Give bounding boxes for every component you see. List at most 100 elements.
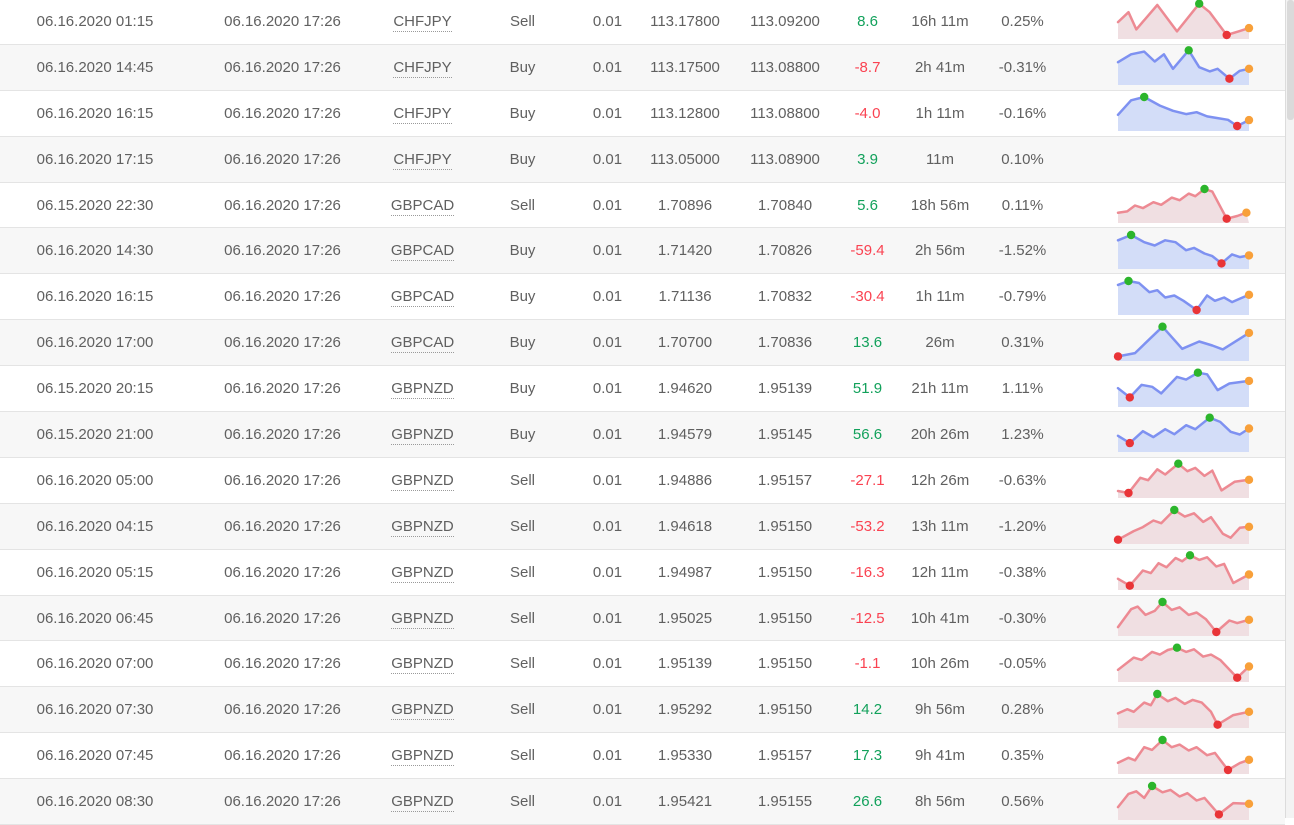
close-price: 113.08800 (750, 58, 820, 76)
symbol-cell: GBPNZD (375, 793, 470, 813)
profit-value: -59.4 (850, 242, 885, 260)
symbol-link[interactable]: GBPNZD (391, 563, 454, 583)
open-price: 1.94987 (657, 563, 713, 581)
close-price: 1.95150 (757, 655, 813, 673)
table-row[interactable]: 06.16.2020 07:45 06.16.2020 17:26 GBPNZD… (0, 733, 1285, 780)
close-price: 113.09200 (750, 12, 820, 30)
close-time: 06.16.2020 17:26 (224, 701, 341, 719)
symbol-link[interactable]: GBPNZD (391, 380, 454, 400)
close-time: 06.16.2020 17:26 (224, 425, 341, 443)
gain-percent: -0.79% (998, 288, 1047, 306)
table-row[interactable]: 06.16.2020 17:00 06.16.2020 17:26 GBPCAD… (0, 320, 1285, 367)
table-row[interactable]: 06.16.2020 01:15 06.16.2020 17:26 CHFJPY… (0, 0, 1285, 45)
symbol-link[interactable]: GBPNZD (391, 425, 454, 445)
lots-value: 0.01 (592, 655, 623, 673)
profit-value: 56.6 (852, 425, 883, 443)
gain-percent: 1.11% (1001, 380, 1044, 398)
table-row[interactable]: 06.15.2020 21:00 06.16.2020 17:26 GBPNZD… (0, 412, 1285, 458)
profit-value: 8.6 (857, 12, 878, 30)
symbol-cell: GBPCAD (375, 196, 470, 216)
gain-percent: -1.20% (998, 517, 1047, 535)
symbol-link[interactable]: CHFJPY (393, 104, 452, 124)
profit-value: 13.6 (852, 334, 883, 352)
open-price: 113.17500 (650, 58, 720, 76)
close-time: 06.16.2020 17:26 (224, 471, 341, 489)
close-price: 1.70826 (757, 242, 813, 260)
table-row[interactable]: 06.16.2020 06:45 06.16.2020 17:26 GBPNZD… (0, 595, 1285, 642)
symbol-link[interactable]: CHFJPY (393, 150, 452, 170)
gain-percent: 0.56% (1001, 793, 1044, 811)
table-row[interactable]: 06.16.2020 07:00 06.16.2020 17:26 GBPNZD… (0, 641, 1285, 688)
sparkline-chart (1060, 322, 1285, 364)
symbol-link[interactable]: GBPCAD (390, 242, 455, 262)
symbol-link[interactable]: GBPNZD (391, 793, 454, 813)
open-price: 1.71420 (657, 242, 713, 260)
table-row[interactable]: 06.16.2020 04:15 06.16.2020 17:26 GBPNZD… (0, 503, 1285, 550)
action-type: Buy (509, 380, 536, 398)
open-price: 1.70700 (657, 334, 713, 352)
profit-value: 17.3 (852, 747, 883, 765)
symbol-cell: GBPCAD (375, 288, 470, 308)
lots-value: 0.01 (592, 196, 623, 214)
vertical-scrollbar[interactable] (1285, 0, 1294, 818)
profit-value: 14.2 (852, 701, 883, 719)
table-row[interactable]: 06.16.2020 16:15 06.16.2020 17:26 CHFJPY… (0, 90, 1285, 137)
entry-min-dot (1213, 720, 1222, 729)
entry-max-dot (1195, 0, 1204, 9)
close-dot (1244, 799, 1254, 808)
symbol-cell: GBPNZD (375, 563, 470, 583)
symbol-link[interactable]: GBPNZD (391, 701, 454, 721)
symbol-link[interactable]: GBPNZD (391, 747, 454, 767)
symbol-link[interactable]: GBPNZD (391, 517, 454, 537)
table-row[interactable]: 06.16.2020 16:15 06.16.2020 17:26 GBPCAD… (0, 274, 1285, 321)
entry-min-dot (1113, 351, 1123, 361)
symbol-link[interactable]: GBPCAD (390, 334, 455, 354)
symbol-cell: GBPNZD (375, 747, 470, 767)
symbol-link[interactable]: GBPNZD (391, 655, 454, 675)
close-price: 1.95157 (757, 471, 813, 489)
symbol-link[interactable]: GBPNZD (391, 471, 454, 491)
open-price: 113.05000 (650, 150, 720, 168)
open-time: 06.16.2020 05:15 (36, 563, 154, 581)
action-type: Sell (509, 793, 535, 811)
close-price: 1.95150 (757, 701, 813, 719)
gain-percent: 0.35% (1001, 747, 1044, 765)
sparkline-chart (1060, 643, 1285, 685)
action-type: Sell (509, 12, 535, 30)
symbol-link[interactable]: GBPNZD (391, 609, 454, 629)
action-type: Sell (509, 196, 535, 214)
gain-percent: 0.10% (1001, 150, 1044, 168)
action-type: Buy (509, 425, 536, 443)
lots-value: 0.01 (592, 12, 623, 30)
scrollbar-thumb[interactable] (1287, 0, 1294, 120)
entry-max-dot (1172, 643, 1182, 652)
table-row[interactable]: 06.16.2020 05:00 06.16.2020 17:26 GBPNZD… (0, 457, 1285, 504)
open-time: 06.16.2020 16:15 (36, 104, 154, 122)
action-type: Sell (509, 701, 535, 719)
open-price: 1.70896 (657, 196, 713, 214)
open-price: 113.17800 (650, 12, 720, 30)
table-row[interactable]: 06.16.2020 14:45 06.16.2020 17:26 CHFJPY… (0, 44, 1285, 91)
table-row[interactable]: 06.16.2020 08:30 06.16.2020 17:26 GBPNZD… (0, 779, 1285, 825)
symbol-link[interactable]: CHFJPY (393, 58, 452, 78)
table-row[interactable]: 06.15.2020 22:30 06.16.2020 17:26 GBPCAD… (0, 182, 1285, 229)
table-row[interactable]: 06.16.2020 07:30 06.16.2020 17:26 GBPNZD… (0, 687, 1285, 734)
symbol-link[interactable]: CHFJPY (393, 12, 452, 32)
table-row[interactable]: 06.16.2020 14:30 06.16.2020 17:26 GBPCAD… (0, 228, 1285, 275)
trade-duration: 1h 11m (915, 104, 965, 122)
action-type: Sell (509, 563, 535, 581)
open-time: 06.16.2020 04:15 (36, 517, 154, 535)
open-price: 1.94886 (657, 471, 713, 489)
sparkline-chart (1060, 459, 1285, 501)
entry-max-dot (1184, 46, 1193, 55)
trade-duration: 12h 26m (910, 471, 970, 489)
table-row[interactable]: 06.15.2020 20:15 06.16.2020 17:26 GBPNZD… (0, 366, 1285, 413)
table-row[interactable]: 06.16.2020 05:15 06.16.2020 17:26 GBPNZD… (0, 549, 1285, 596)
lots-value: 0.01 (592, 242, 623, 260)
table-row[interactable]: 06.16.2020 17:15 06.16.2020 17:26 CHFJPY… (0, 136, 1285, 183)
trade-duration: 13h 11m (911, 517, 969, 535)
symbol-link[interactable]: GBPCAD (390, 288, 455, 308)
symbol-link[interactable]: GBPCAD (390, 196, 455, 216)
close-price: 1.70832 (757, 288, 813, 306)
open-time: 06.15.2020 20:15 (36, 380, 154, 398)
